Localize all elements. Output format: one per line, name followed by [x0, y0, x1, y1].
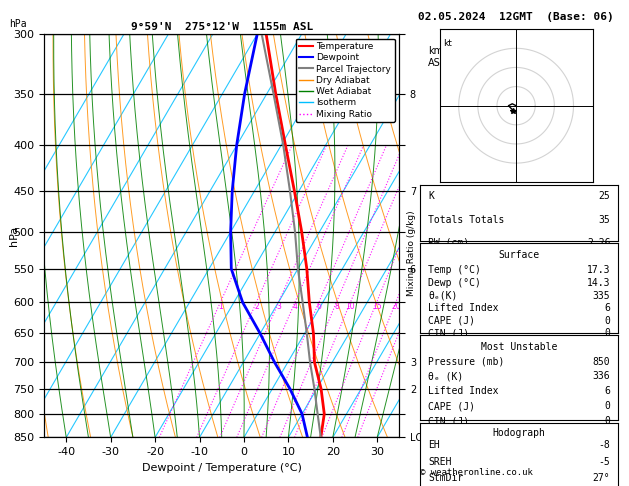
Text: Surface: Surface [499, 250, 540, 260]
Text: 4: 4 [292, 302, 298, 311]
Text: 336: 336 [593, 371, 610, 382]
Text: StmDir: StmDir [428, 473, 464, 483]
Text: -5: -5 [599, 457, 610, 467]
Text: 2: 2 [254, 302, 259, 311]
Text: CAPE (J): CAPE (J) [428, 401, 475, 411]
Title: 9°59'N  275°12'W  1155m ASL: 9°59'N 275°12'W 1155m ASL [131, 22, 313, 32]
Text: K: K [428, 191, 434, 201]
Y-axis label: hPa: hPa [9, 226, 19, 246]
Text: 25: 25 [599, 191, 610, 201]
Legend: Temperature, Dewpoint, Parcel Trajectory, Dry Adiabat, Wet Adiabat, Isotherm, Mi: Temperature, Dewpoint, Parcel Trajectory… [296, 38, 395, 122]
Text: θₑ (K): θₑ (K) [428, 371, 464, 382]
Text: 27°: 27° [593, 473, 610, 483]
Text: 6: 6 [604, 386, 610, 397]
Text: θₑ(K): θₑ(K) [428, 291, 457, 301]
Text: 6: 6 [316, 302, 321, 311]
Text: 8: 8 [334, 302, 339, 311]
Text: 17.3: 17.3 [587, 265, 610, 276]
Text: Dewp (°C): Dewp (°C) [428, 278, 481, 288]
Text: Lifted Index: Lifted Index [428, 386, 499, 397]
Text: PW (cm): PW (cm) [428, 238, 469, 248]
Text: Totals Totals: Totals Totals [428, 215, 504, 225]
Text: 335: 335 [593, 291, 610, 301]
Y-axis label: km
ASL: km ASL [428, 46, 446, 68]
Text: Temp (°C): Temp (°C) [428, 265, 481, 276]
Text: SREH: SREH [428, 457, 452, 467]
Text: 15: 15 [372, 302, 382, 311]
Text: Lifted Index: Lifted Index [428, 303, 499, 313]
Text: CAPE (J): CAPE (J) [428, 316, 475, 326]
Text: 3: 3 [276, 302, 281, 311]
Text: 10: 10 [346, 302, 355, 311]
Text: Most Unstable: Most Unstable [481, 342, 557, 352]
Text: 850: 850 [593, 357, 610, 366]
Text: © weatheronline.co.uk: © weatheronline.co.uk [420, 469, 533, 477]
Text: 02.05.2024  12GMT  (Base: 06): 02.05.2024 12GMT (Base: 06) [418, 12, 614, 22]
Text: EH: EH [428, 440, 440, 451]
Text: 2.26: 2.26 [587, 238, 610, 248]
Text: 1: 1 [218, 302, 223, 311]
Text: 14.3: 14.3 [587, 278, 610, 288]
Text: 0: 0 [604, 329, 610, 338]
Text: 0: 0 [604, 416, 610, 426]
X-axis label: Dewpoint / Temperature (°C): Dewpoint / Temperature (°C) [142, 463, 302, 473]
Text: Pressure (mb): Pressure (mb) [428, 357, 504, 366]
Text: 0: 0 [604, 401, 610, 411]
Text: kt: kt [443, 39, 452, 48]
Text: 20: 20 [391, 302, 401, 311]
Text: CIN (J): CIN (J) [428, 416, 469, 426]
Text: hPa: hPa [9, 19, 27, 29]
Text: -8: -8 [599, 440, 610, 451]
Text: Hodograph: Hodograph [493, 429, 546, 438]
Text: Mixing Ratio (g/kg): Mixing Ratio (g/kg) [408, 210, 416, 295]
Text: 35: 35 [599, 215, 610, 225]
Text: 0: 0 [604, 316, 610, 326]
Text: 6: 6 [604, 303, 610, 313]
Text: CIN (J): CIN (J) [428, 329, 469, 338]
